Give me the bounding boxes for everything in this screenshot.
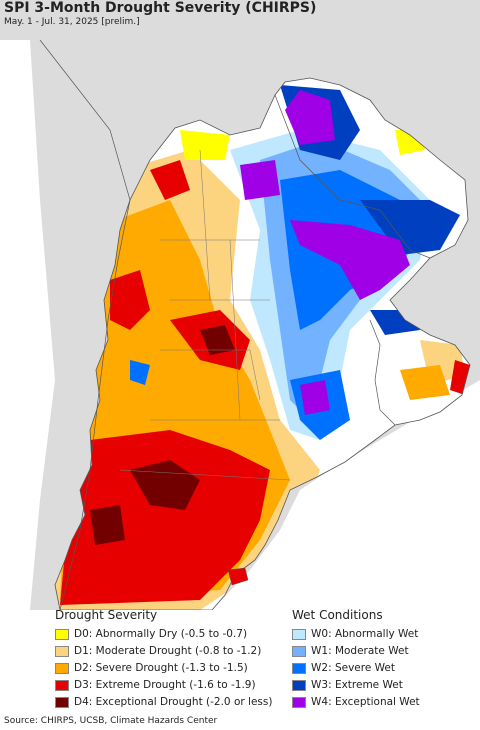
source-credit: Source: CHIRPS, UCSB, Climate Hazards Ce… xyxy=(4,716,218,726)
legend-item-d3: D3: Extreme Drought (-1.6 to -1.9) xyxy=(55,678,256,692)
legend-item-w3: W3: Extreme Wet xyxy=(292,678,403,692)
falkland-area xyxy=(227,567,249,586)
drought-map xyxy=(0,0,480,610)
legend-label: W2: Severe Wet xyxy=(311,662,395,674)
legend-item-w2: W2: Severe Wet xyxy=(292,661,395,675)
legend-label: W4: Exceptional Wet xyxy=(311,696,420,708)
legend-swatch xyxy=(55,696,69,708)
legend-label: D3: Extreme Drought (-1.6 to -1.9) xyxy=(74,679,256,691)
legend-label: W3: Extreme Wet xyxy=(311,679,403,691)
legend-item-w0: W0: Abnormally Wet xyxy=(292,627,418,641)
map-title: SPI 3-Month Drought Severity (CHIRPS) xyxy=(4,0,317,16)
legend-swatch xyxy=(292,679,306,691)
legend-label: D0: Abnormally Dry (-0.5 to -0.7) xyxy=(74,628,248,640)
legend-swatch xyxy=(292,645,306,657)
legend-item-d4: D4: Exceptional Drought (-2.0 or less) xyxy=(55,695,272,709)
legend-swatch xyxy=(292,662,306,674)
legend-swatch xyxy=(55,662,69,674)
legend-item-w4: W4: Exceptional Wet xyxy=(292,695,420,709)
legend-swatch xyxy=(55,645,69,657)
legend-swatch xyxy=(292,628,306,640)
legend-item-d2: D2: Severe Drought (-1.3 to -1.5) xyxy=(55,661,248,675)
legend-label: W0: Abnormally Wet xyxy=(311,628,419,640)
legend-label: W1: Moderate Wet xyxy=(311,645,409,657)
legend-swatch xyxy=(55,628,69,640)
legend-swatch xyxy=(55,679,69,691)
atlantic-ocean xyxy=(212,380,480,610)
legend-label: D4: Exceptional Drought (-2.0 or less) xyxy=(74,696,273,708)
country-border-paraguay xyxy=(274,94,431,259)
province-borders xyxy=(119,149,291,481)
pacific-ocean xyxy=(0,40,55,610)
wet-legend-title: Wet Conditions xyxy=(292,608,383,622)
drought-legend-title: Drought Severity xyxy=(55,608,158,622)
legend-item-w1: W1: Moderate Wet xyxy=(292,644,409,658)
legend-item-d1: D1: Moderate Drought (-0.8 to -1.2) xyxy=(55,644,261,658)
country-border-chile xyxy=(39,39,131,610)
legend-swatch xyxy=(292,696,306,708)
legend-label: D2: Severe Drought (-1.3 to -1.5) xyxy=(74,662,248,674)
country-border-uruguay xyxy=(369,319,396,426)
map-subtitle: May. 1 - Jul. 31, 2025 [prelim.] xyxy=(4,17,140,27)
legend-label: D1: Moderate Drought (-0.8 to -1.2) xyxy=(74,645,262,657)
legend: Drought Severity Wet Conditions D0: Abno… xyxy=(0,608,480,712)
legend-item-d0: D0: Abnormally Dry (-0.5 to -0.7) xyxy=(55,627,247,641)
